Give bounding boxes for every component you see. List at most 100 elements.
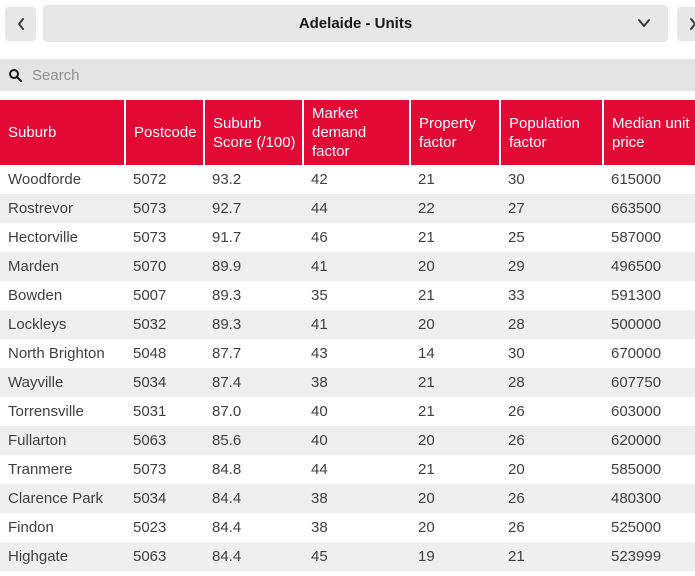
cell-market-demand: 44 (311, 461, 328, 478)
cell-market-demand: 40 (311, 403, 328, 420)
top-navigation: Adelaide - Units (0, 0, 695, 42)
next-button[interactable] (677, 7, 695, 41)
col-header-market-demand: Market demand factor (302, 100, 410, 165)
cell-property-factor: 21 (418, 403, 435, 420)
cell-score: 87.4 (212, 374, 242, 391)
cell-median-price: 603000 (611, 403, 662, 420)
region-dropdown[interactable]: Adelaide - Units (43, 5, 668, 42)
table-row[interactable]: Wayville 5034 87.4 38 21 28 607750 (0, 368, 695, 397)
cell-market-demand: 40 (311, 432, 328, 449)
cell-suburb: Torrensville (8, 403, 84, 420)
table-row[interactable]: Torrensville 5031 87.0 40 21 26 603000 (0, 397, 695, 426)
cell-market-demand: 41 (311, 316, 328, 333)
table-row[interactable]: Bowden 5007 89.3 35 21 33 591300 (0, 281, 695, 310)
table-row[interactable]: Fullarton 5063 85.6 40 20 26 620000 (0, 426, 695, 455)
table-row[interactable]: Woodforde 5072 93.2 42 21 30 615000 (0, 165, 695, 194)
cell-suburb: Rostrevor (8, 200, 74, 217)
cell-median-price: 591300 (611, 287, 662, 304)
table-row[interactable]: Highgate 5063 84.4 45 19 21 523999 (0, 542, 695, 571)
cell-suburb: Fullarton (8, 432, 67, 449)
chevron-down-icon (636, 17, 652, 29)
table-row[interactable]: North Brighton 5048 87.7 43 14 30 670000 (0, 339, 695, 368)
cell-market-demand: 45 (311, 548, 328, 565)
cell-median-price: 496500 (611, 258, 662, 275)
prev-button[interactable] (5, 7, 36, 41)
cell-postcode: 5023 (133, 519, 167, 536)
col-header-population-factor: Population factor (499, 100, 603, 165)
table-row[interactable]: Rostrevor 5073 92.7 44 22 27 663500 (0, 194, 695, 223)
cell-population-factor: 26 (508, 403, 525, 420)
cell-score: 85.6 (212, 432, 242, 449)
cell-market-demand: 41 (311, 258, 328, 275)
cell-median-price: 587000 (611, 229, 662, 246)
table-row[interactable]: Lockleys 5032 89.3 41 20 28 500000 (0, 310, 695, 339)
cell-market-demand: 44 (311, 200, 328, 217)
cell-property-factor: 20 (418, 258, 435, 275)
cell-score: 84.4 (212, 519, 242, 536)
cell-property-factor: 20 (418, 519, 435, 536)
cell-population-factor: 30 (508, 345, 525, 362)
cell-population-factor: 26 (508, 490, 525, 507)
cell-population-factor: 28 (508, 374, 525, 391)
cell-property-factor: 21 (418, 229, 435, 246)
search-input[interactable] (30, 65, 687, 85)
cell-property-factor: 20 (418, 432, 435, 449)
cell-score: 89.9 (212, 258, 242, 275)
search-bar[interactable] (0, 59, 695, 91)
cell-population-factor: 20 (508, 461, 525, 478)
cell-postcode: 5032 (133, 316, 167, 333)
cell-suburb: Woodforde (8, 171, 82, 188)
cell-population-factor: 25 (508, 229, 525, 246)
cell-score: 87.0 (212, 403, 242, 420)
cell-postcode: 5063 (133, 548, 167, 565)
region-dropdown-label: Adelaide - Units (298, 15, 413, 32)
table-row[interactable]: Hectorville 5073 91.7 46 21 25 587000 (0, 223, 695, 252)
cell-market-demand: 43 (311, 345, 328, 362)
table-row[interactable]: Tranmere 5073 84.8 44 21 20 585000 (0, 455, 695, 484)
col-header-median-price: Median unit price (602, 100, 695, 165)
cell-market-demand: 38 (311, 490, 328, 507)
cell-market-demand: 38 (311, 519, 328, 536)
cell-suburb: Findon (8, 519, 54, 536)
cell-property-factor: 21 (418, 171, 435, 188)
col-header-suburb: Suburb (0, 100, 125, 165)
cell-postcode: 5073 (133, 200, 167, 217)
cell-market-demand: 35 (311, 287, 328, 304)
cell-population-factor: 21 (508, 548, 525, 565)
cell-property-factor: 21 (418, 287, 435, 304)
cell-population-factor: 30 (508, 171, 525, 188)
cell-property-factor: 21 (418, 461, 435, 478)
cell-score: 84.8 (212, 461, 242, 478)
cell-property-factor: 14 (418, 345, 435, 362)
cell-median-price: 615000 (611, 171, 662, 188)
cell-suburb: Clarence Park (8, 490, 104, 507)
cell-suburb: Highgate (8, 548, 69, 565)
cell-score: 89.3 (212, 287, 242, 304)
cell-postcode: 5034 (133, 490, 167, 507)
chevron-left-icon (15, 17, 27, 31)
cell-postcode: 5063 (133, 432, 167, 449)
cell-median-price: 480300 (611, 490, 662, 507)
cell-population-factor: 29 (508, 258, 525, 275)
cell-score: 87.7 (212, 345, 242, 362)
cell-score: 89.3 (212, 316, 242, 333)
table-row[interactable]: Clarence Park 5034 84.4 38 20 26 480300 (0, 484, 695, 513)
cell-market-demand: 46 (311, 229, 328, 246)
cell-property-factor: 21 (418, 374, 435, 391)
table-row[interactable]: Marden 5070 89.9 41 20 29 496500 (0, 252, 695, 281)
table-row[interactable]: Findon 5023 84.4 38 20 26 525000 (0, 513, 695, 542)
cell-postcode: 5034 (133, 374, 167, 391)
cell-median-price: 670000 (611, 345, 662, 362)
col-header-suburb-score: Suburb Score (/100) (203, 100, 303, 165)
cell-score: 84.4 (212, 490, 242, 507)
cell-score: 84.4 (212, 548, 242, 565)
table-header: Suburb Postcode Suburb Score (/100) Mark… (0, 100, 695, 165)
cell-suburb: North Brighton (8, 345, 105, 362)
cell-property-factor: 22 (418, 200, 435, 217)
cell-property-factor: 20 (418, 316, 435, 333)
cell-suburb: Lockleys (8, 316, 67, 333)
cell-median-price: 525000 (611, 519, 662, 536)
cell-suburb: Bowden (8, 287, 63, 304)
cell-suburb: Wayville (8, 374, 64, 391)
